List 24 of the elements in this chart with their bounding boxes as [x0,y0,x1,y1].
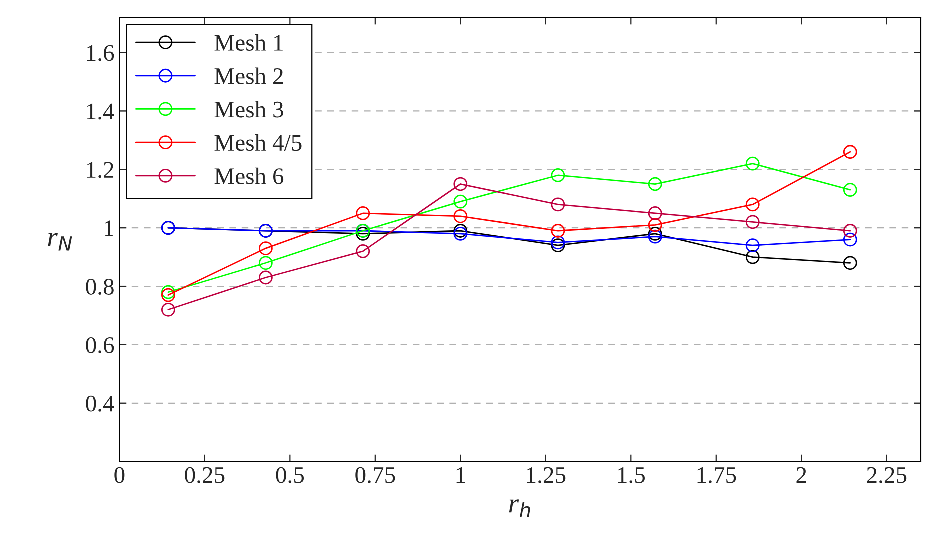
y-tick-label: 0.4 [86,396,114,412]
legend-label: Mesh 1 [214,34,283,52]
x-tick-label: 0 [114,467,125,484]
y-tick-label: 1.2 [87,162,114,178]
y-axis-title: r$_{N}$ [48,233,72,251]
legend-label: Mesh 2 [214,68,283,84]
x-tick-label: 1.75 [698,467,736,484]
legend-label: Mesh 4/5 [214,134,302,152]
x-tick-label: 0.5 [276,467,304,484]
x-tick-label: 1.25 [527,467,566,484]
x-tick-label: 0.25 [185,467,225,484]
x-tick-label: 0.75 [356,467,396,484]
y-tick-label: 0.6 [86,337,114,354]
y-tick-label: 1 [105,220,114,236]
y-tick-label: 1.6 [87,45,114,62]
y-tick-label: 0.8 [86,279,114,296]
x-tick-label: 1 [456,467,466,484]
x-tick-label: 2.25 [867,467,907,484]
x-tick-label: 1.5 [618,467,645,484]
legend-label: Mesh 6 [214,168,284,184]
y-tick-label: 1.4 [87,104,114,120]
legend-label: Mesh 3 [214,101,284,118]
x-tick-label: 2 [796,467,806,484]
x-axis-title: r$_{h}$ [509,500,530,518]
